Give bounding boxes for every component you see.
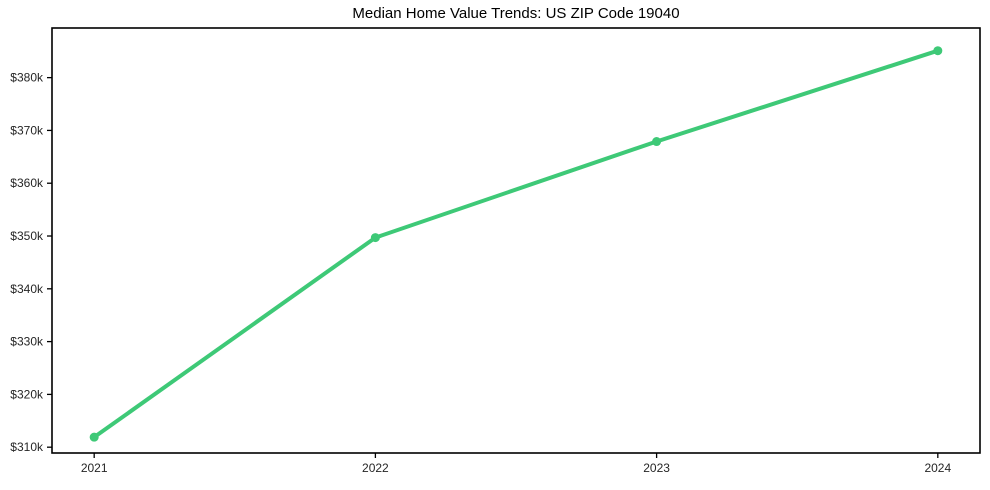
y-tick-label: $320k: [10, 387, 44, 401]
data-point-marker: [370, 233, 380, 243]
y-tick-label: $310k: [10, 440, 44, 454]
y-tick-label: $350k: [10, 229, 44, 243]
y-tick-label: $340k: [10, 282, 44, 296]
trend-line: [92, 48, 940, 440]
y-tick-label: $380k: [10, 71, 44, 85]
x-tick-label: 2023: [643, 461, 670, 475]
data-point-marker: [652, 137, 662, 147]
data-point-marker: [933, 46, 943, 56]
y-tick-label: $370k: [10, 123, 44, 137]
data-point-marker: [89, 432, 99, 442]
x-tick-label: 2022: [362, 461, 389, 475]
plot-border: [51, 27, 981, 454]
chart-title: Median Home Value Trends: US ZIP Code 19…: [352, 5, 680, 22]
y-tick-label: $330k: [10, 335, 44, 349]
y-tick-label: $360k: [10, 176, 44, 190]
plot-area: [52, 28, 980, 453]
x-tick-label: 2021: [81, 461, 108, 475]
x-tick-label: 2024: [924, 461, 951, 475]
